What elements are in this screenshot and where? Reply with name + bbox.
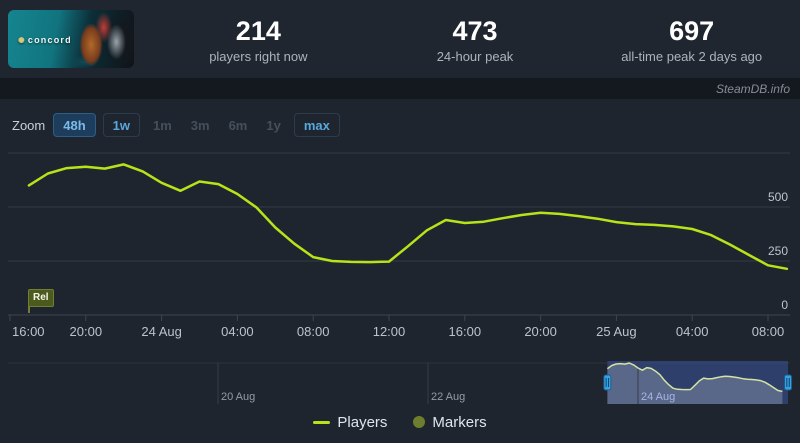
players-series-line[interactable]	[27, 163, 789, 271]
svg-text:08:00: 08:00	[752, 324, 785, 339]
steamdb-watermark: SteamDB.info	[715, 81, 790, 96]
svg-text:24 Aug: 24 Aug	[141, 324, 182, 339]
svg-text:20:00: 20:00	[524, 324, 557, 339]
svg-text:22 Aug: 22 Aug	[431, 391, 465, 403]
stat-value: 214	[235, 16, 281, 46]
stat-24h-peak: 473 24-hour peak	[367, 0, 584, 78]
release-flag[interactable]: Rel	[28, 289, 54, 313]
chart-canvas[interactable]: 0 250 500 16:00 20:00 24 Aug 04:00 08:00 12:00 16…	[0, 140, 800, 438]
zoom-1m-button: 1m	[152, 117, 172, 133]
markers-dot-swatch	[413, 416, 426, 428]
svg-text:500: 500	[768, 190, 788, 204]
legend-item-players[interactable]: Players	[313, 414, 387, 431]
zoom-1w-button[interactable]: 1w	[102, 113, 140, 137]
zoom-1y-button: 1y	[266, 117, 281, 133]
svg-text:20 Aug: 20 Aug	[221, 391, 255, 403]
stat-value: 697	[669, 16, 715, 46]
svg-text:04:00: 04:00	[221, 324, 254, 339]
header: ✺ concord 214 players right now 473 24-ho…	[0, 0, 800, 78]
zoom-max-button[interactable]: max	[293, 113, 340, 137]
players-line-swatch	[313, 420, 331, 424]
navigator-right-handle[interactable]	[784, 374, 793, 391]
svg-text:20:00: 20:00	[70, 324, 103, 339]
chart-legend: Players Markers	[0, 410, 800, 434]
stat-label: players right now	[209, 49, 308, 64]
svg-text:08:00: 08:00	[297, 324, 330, 339]
svg-text:16:00: 16:00	[449, 324, 482, 339]
game-art	[8, 10, 134, 68]
watermark-strip: SteamDB.info	[0, 78, 800, 99]
legend-item-markers[interactable]: Markers	[413, 414, 487, 431]
zoom-controls: Zoom 48h 1w 1m 3m 6m 1y max	[12, 112, 347, 138]
zoom-label: Zoom	[12, 117, 46, 133]
stat-label: all-time peak 2 days ago	[621, 49, 763, 64]
zoom-6m-button: 6m	[228, 117, 248, 133]
svg-text:24 Aug: 24 Aug	[641, 391, 675, 403]
svg-text:0: 0	[781, 298, 788, 312]
game-logo: ✺ concord	[18, 35, 72, 45]
navigator-left-handle[interactable]	[603, 374, 612, 391]
stat-current-players: 214 players right now	[150, 0, 367, 78]
svg-text:25 Aug: 25 Aug	[596, 324, 637, 339]
stat-alltime-peak: 697 all-time peak 2 days ago	[583, 0, 800, 78]
game-logo-icon: ✺	[18, 36, 26, 45]
player-count-chart[interactable]: 0 250 500 16:00 20:00 24 Aug 04:00 08:00 12:00 16…	[0, 140, 800, 438]
zoom-48h-button[interactable]: 48h	[53, 113, 96, 137]
stats-row: 214 players right now 473 24-hour peak 6…	[150, 0, 800, 78]
svg-text:04:00: 04:00	[676, 324, 709, 339]
stat-label: 24-hour peak	[436, 49, 514, 64]
svg-text:12:00: 12:00	[373, 324, 406, 339]
zoom-3m-button: 3m	[190, 117, 210, 133]
svg-text:250: 250	[768, 244, 788, 258]
svg-text:16:00: 16:00	[12, 324, 45, 339]
game-capsule-image[interactable]: ✺ concord	[8, 10, 134, 68]
stat-value: 473	[452, 16, 498, 46]
